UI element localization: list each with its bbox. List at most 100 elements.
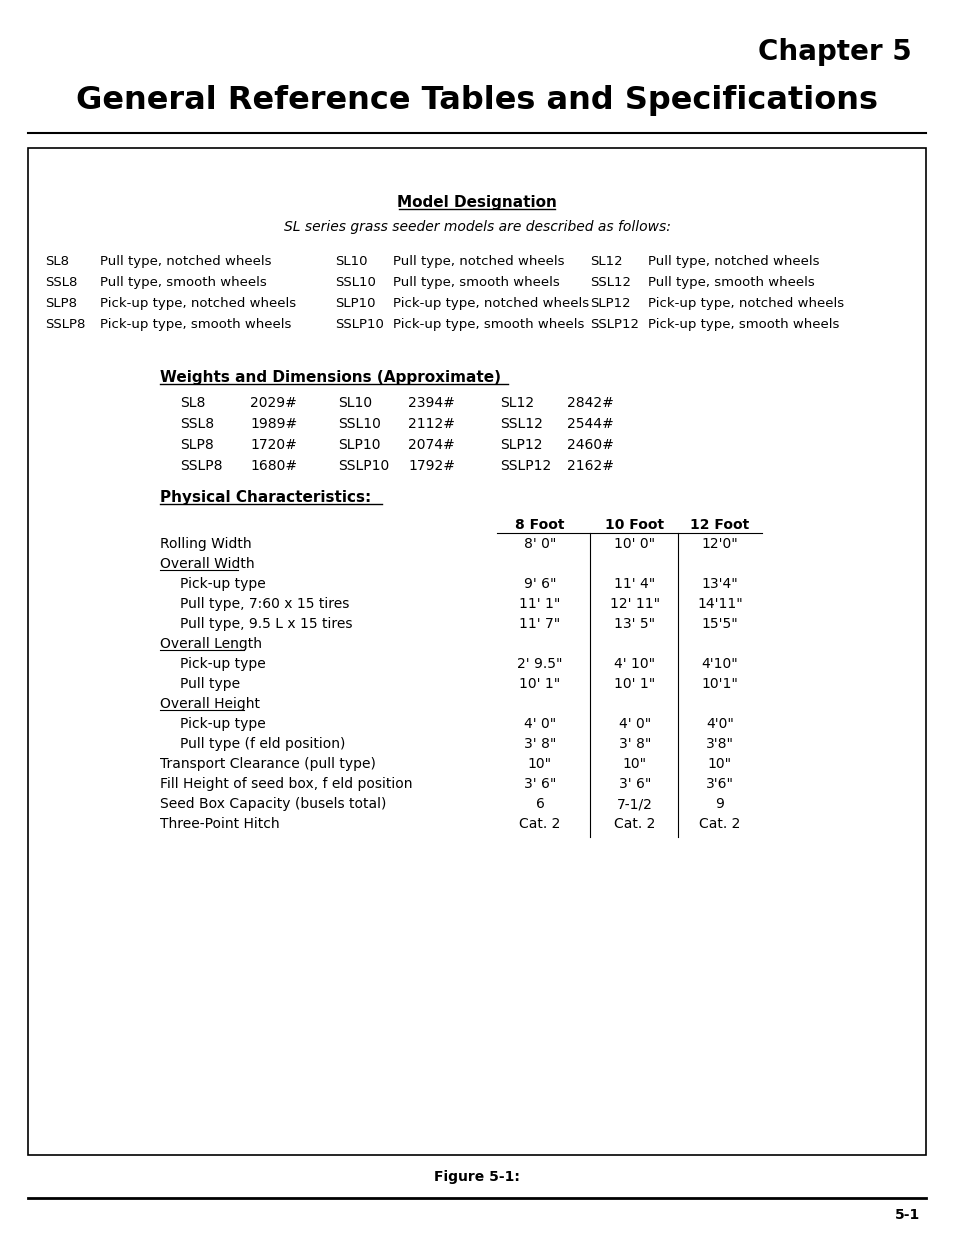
Text: 3' 6": 3' 6": [523, 777, 556, 790]
Text: Physical Characteristics:: Physical Characteristics:: [160, 490, 371, 505]
Text: 12 Foot: 12 Foot: [690, 517, 749, 532]
Text: SL8: SL8: [45, 254, 69, 268]
Text: 2842#: 2842#: [566, 396, 613, 410]
Text: 11' 7": 11' 7": [518, 618, 560, 631]
Text: 12'0": 12'0": [700, 537, 738, 551]
FancyBboxPatch shape: [28, 148, 925, 1155]
Text: Pick-up type, smooth wheels: Pick-up type, smooth wheels: [100, 317, 291, 331]
Text: Pull type (f eld position): Pull type (f eld position): [180, 737, 345, 751]
Text: 3'8": 3'8": [705, 737, 733, 751]
Text: General Reference Tables and Specifications: General Reference Tables and Specificati…: [76, 85, 877, 116]
Text: Overall Width: Overall Width: [160, 557, 254, 571]
Text: Seed Box Capacity (busels total): Seed Box Capacity (busels total): [160, 797, 386, 811]
Text: Pull type, notched wheels: Pull type, notched wheels: [647, 254, 819, 268]
Text: SL series grass seeder models are described as follows:: SL series grass seeder models are descri…: [283, 220, 670, 233]
Text: 14'11": 14'11": [697, 597, 742, 611]
Text: Pull type, 9.5 L x 15 tires: Pull type, 9.5 L x 15 tires: [180, 618, 352, 631]
Text: SL12: SL12: [589, 254, 622, 268]
Text: 9' 6": 9' 6": [523, 577, 556, 592]
Text: 4' 0": 4' 0": [618, 718, 651, 731]
Text: Chapter 5: Chapter 5: [758, 38, 911, 65]
Text: 3' 8": 3' 8": [618, 737, 651, 751]
Text: Cat. 2: Cat. 2: [614, 818, 655, 831]
Text: Pull type: Pull type: [180, 677, 240, 692]
Text: SSL8: SSL8: [180, 417, 213, 431]
Text: 8 Foot: 8 Foot: [515, 517, 564, 532]
Text: 9: 9: [715, 797, 723, 811]
Text: 10 Foot: 10 Foot: [605, 517, 664, 532]
Text: 4' 10": 4' 10": [614, 657, 655, 671]
Text: Weights and Dimensions (Approximate): Weights and Dimensions (Approximate): [160, 370, 500, 385]
Text: Pull type, notched wheels: Pull type, notched wheels: [393, 254, 564, 268]
Text: 7-1/2: 7-1/2: [617, 797, 652, 811]
Text: 1720#: 1720#: [250, 438, 296, 452]
Text: 5-1: 5-1: [894, 1208, 919, 1221]
Text: Overall Length: Overall Length: [160, 637, 262, 651]
Text: SSL12: SSL12: [589, 275, 630, 289]
Text: SSLP10: SSLP10: [335, 317, 383, 331]
Text: Pull type, 7:60 x 15 tires: Pull type, 7:60 x 15 tires: [180, 597, 349, 611]
Text: Pull type, smooth wheels: Pull type, smooth wheels: [393, 275, 559, 289]
Text: 3' 8": 3' 8": [523, 737, 556, 751]
Text: 15'5": 15'5": [700, 618, 738, 631]
Text: SSLP8: SSLP8: [180, 459, 222, 473]
Text: SL10: SL10: [335, 254, 367, 268]
Text: 8' 0": 8' 0": [523, 537, 556, 551]
Text: Fill Height of seed box, f eld position: Fill Height of seed box, f eld position: [160, 777, 412, 790]
Text: Pick-up type, notched wheels: Pick-up type, notched wheels: [647, 296, 843, 310]
Text: 13' 5": 13' 5": [614, 618, 655, 631]
Text: Pull type, notched wheels: Pull type, notched wheels: [100, 254, 272, 268]
Text: 13'4": 13'4": [700, 577, 738, 592]
Text: SLP10: SLP10: [335, 296, 375, 310]
Text: Pull type, smooth wheels: Pull type, smooth wheels: [100, 275, 267, 289]
Text: 2162#: 2162#: [566, 459, 614, 473]
Text: Pull type, smooth wheels: Pull type, smooth wheels: [647, 275, 814, 289]
Text: 4'0": 4'0": [705, 718, 733, 731]
Text: SSLP12: SSLP12: [589, 317, 639, 331]
Text: 3'6": 3'6": [705, 777, 733, 790]
Text: 10": 10": [707, 757, 731, 771]
Text: 2460#: 2460#: [566, 438, 613, 452]
Text: 2074#: 2074#: [408, 438, 455, 452]
Text: 4'10": 4'10": [700, 657, 738, 671]
Text: Pick-up type, notched wheels: Pick-up type, notched wheels: [100, 296, 295, 310]
Text: 10'1": 10'1": [700, 677, 738, 692]
Text: 11' 4": 11' 4": [614, 577, 655, 592]
Text: SLP8: SLP8: [45, 296, 77, 310]
Text: SSL10: SSL10: [335, 275, 375, 289]
Text: 10' 1": 10' 1": [518, 677, 560, 692]
Text: SL8: SL8: [180, 396, 205, 410]
Text: Pick-up type, notched wheels: Pick-up type, notched wheels: [393, 296, 589, 310]
Text: 2' 9.5": 2' 9.5": [517, 657, 562, 671]
Text: SSL8: SSL8: [45, 275, 77, 289]
Text: SLP10: SLP10: [337, 438, 380, 452]
Text: Rolling Width: Rolling Width: [160, 537, 252, 551]
Text: 3' 6": 3' 6": [618, 777, 651, 790]
Text: SSL12: SSL12: [499, 417, 542, 431]
Text: Pick-up type: Pick-up type: [180, 718, 266, 731]
Text: SLP12: SLP12: [589, 296, 630, 310]
Text: SSL10: SSL10: [337, 417, 380, 431]
Text: 1680#: 1680#: [250, 459, 296, 473]
Text: Cat. 2: Cat. 2: [699, 818, 740, 831]
Text: 2394#: 2394#: [408, 396, 455, 410]
Text: Pick-up type, smooth wheels: Pick-up type, smooth wheels: [647, 317, 839, 331]
Text: Figure 5-1:: Figure 5-1:: [434, 1170, 519, 1184]
Text: 10' 0": 10' 0": [614, 537, 655, 551]
Text: 2544#: 2544#: [566, 417, 613, 431]
Text: 6: 6: [535, 797, 544, 811]
Text: Pick-up type: Pick-up type: [180, 577, 266, 592]
Text: SL10: SL10: [337, 396, 372, 410]
Text: 4' 0": 4' 0": [523, 718, 556, 731]
Text: SSLP10: SSLP10: [337, 459, 389, 473]
Text: 1989#: 1989#: [250, 417, 297, 431]
Text: Pick-up type: Pick-up type: [180, 657, 266, 671]
Text: SSLP8: SSLP8: [45, 317, 85, 331]
Text: 10' 1": 10' 1": [614, 677, 655, 692]
Text: 12' 11": 12' 11": [609, 597, 659, 611]
Text: Overall Height: Overall Height: [160, 697, 260, 711]
Text: SL12: SL12: [499, 396, 534, 410]
Text: Pick-up type, smooth wheels: Pick-up type, smooth wheels: [393, 317, 584, 331]
Text: Model Designation: Model Designation: [396, 195, 557, 210]
Text: 2112#: 2112#: [408, 417, 455, 431]
